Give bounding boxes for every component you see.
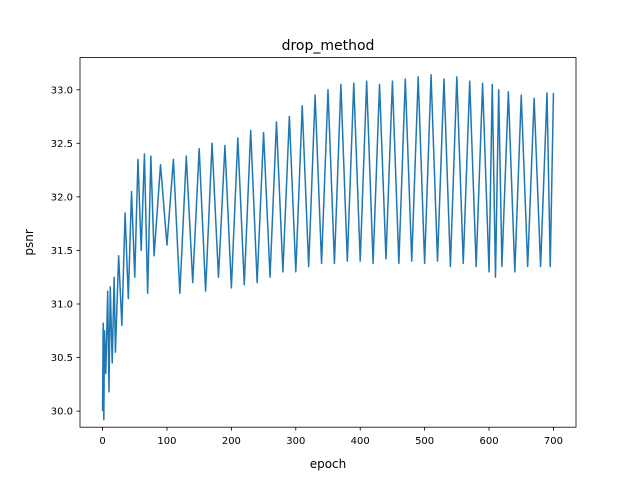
x-tick-label: 400 <box>351 436 370 447</box>
y-axis-label: psnr <box>22 229 36 255</box>
x-tick-label: 700 <box>544 436 563 447</box>
series-line-0 <box>101 73 555 421</box>
y-tick-label: 30.0 <box>51 407 73 418</box>
x-tick-label: 300 <box>286 436 305 447</box>
series-layer <box>101 73 555 421</box>
x-tick-label: 0 <box>99 436 105 447</box>
x-tick-label: 200 <box>222 436 241 447</box>
y-axis: 30.0 30.5 31.0 31.5 32.0 32.5 33.0 <box>51 85 80 418</box>
y-tick-label: 31.0 <box>51 300 73 311</box>
x-tick-label: 600 <box>479 436 498 447</box>
chart-title: drop_method <box>282 38 375 54</box>
plot-frame <box>79 57 577 428</box>
y-tick-label: 31.5 <box>51 246 73 257</box>
x-tick-label: 100 <box>157 436 176 447</box>
y-tick-label: 32.5 <box>51 139 73 150</box>
x-axis-label: epoch <box>310 457 347 471</box>
x-axis: 0 100 200 300 400 500 600 700 <box>99 427 563 447</box>
y-tick-label: 30.5 <box>51 353 73 364</box>
y-tick-label: 33.0 <box>51 85 73 96</box>
y-tick-label: 32.0 <box>51 192 73 203</box>
x-tick-label: 500 <box>415 436 434 447</box>
